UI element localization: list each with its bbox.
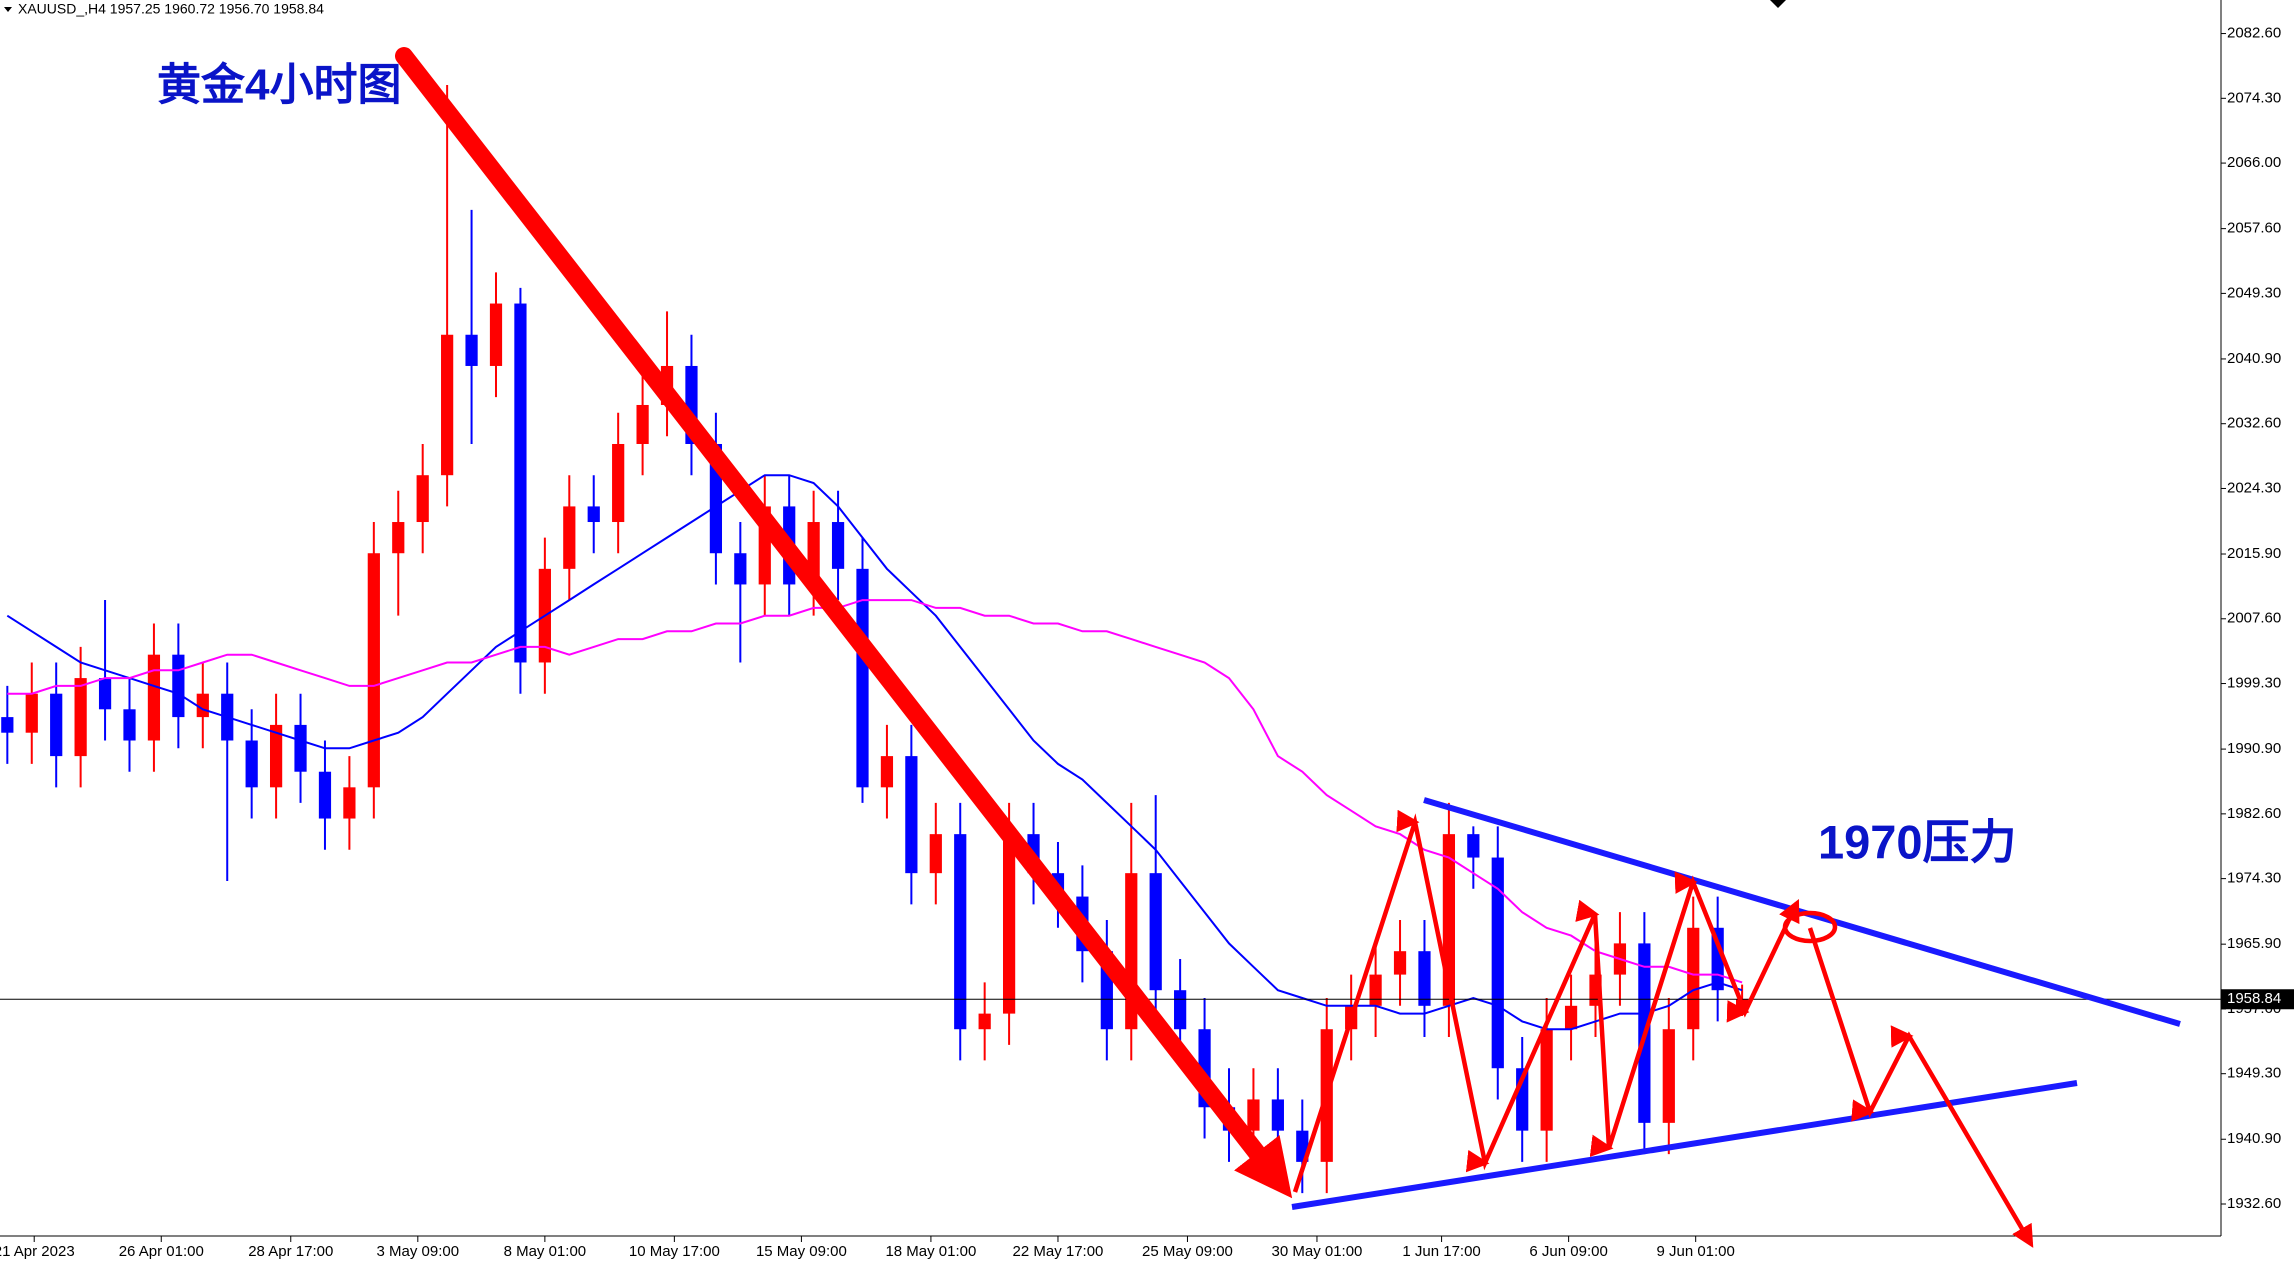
trend-arrow bbox=[395, 47, 1293, 1199]
candle-body bbox=[856, 568, 869, 788]
candle-body bbox=[1247, 1099, 1260, 1131]
y-tick-label: 1999.30 bbox=[2227, 675, 2281, 692]
y-tick-label: 1990.90 bbox=[2227, 740, 2281, 757]
candle-body bbox=[1540, 1029, 1553, 1131]
candle-body bbox=[636, 404, 649, 444]
candle-body bbox=[50, 693, 63, 757]
candle-body bbox=[294, 724, 307, 772]
candle-body bbox=[929, 834, 942, 874]
drawings bbox=[395, 0, 2181, 1248]
candle-body bbox=[1418, 951, 1431, 1006]
candle-body bbox=[245, 740, 258, 788]
candle-body bbox=[587, 506, 600, 523]
candle-body bbox=[880, 756, 894, 788]
y-tick-label: 2024.30 bbox=[2227, 479, 2281, 496]
candle-body bbox=[147, 654, 161, 741]
resistance-circle bbox=[1782, 910, 1838, 944]
candle-body bbox=[489, 303, 503, 366]
x-tick-label: 1 Jun 17:00 bbox=[1402, 1243, 1480, 1260]
header: XAUUSD_,H4 1957.25 1960.72 1956.70 1958.… bbox=[18, 1, 324, 17]
candle-body bbox=[612, 443, 625, 523]
x-tick-label: 10 May 17:00 bbox=[629, 1243, 720, 1260]
candle-body bbox=[1662, 1029, 1675, 1123]
annotation: 黄金4小时图 bbox=[157, 61, 401, 110]
x-tick-label: 21 Apr 2023 bbox=[0, 1243, 75, 1260]
forecast-arrows bbox=[1807, 927, 2034, 1248]
candle-body bbox=[416, 475, 429, 523]
plot-area bbox=[0, 0, 2221, 1236]
candle-body bbox=[392, 522, 405, 554]
candle-body bbox=[343, 787, 356, 819]
x-tick-label: 3 May 09:00 bbox=[377, 1243, 460, 1260]
x-tick-label: 6 Jun 09:00 bbox=[1529, 1243, 1607, 1260]
current-price-box bbox=[2221, 989, 2294, 1010]
y-tick-label: 2015.90 bbox=[2227, 545, 2281, 562]
candle-body bbox=[98, 678, 112, 710]
candle-body bbox=[1002, 834, 1016, 1014]
y-tick-label: 2057.60 bbox=[2227, 220, 2281, 237]
candle-body bbox=[1, 717, 14, 733]
marker bbox=[1770, 0, 1786, 8]
x-tick-label: 22 May 17:00 bbox=[1013, 1243, 1104, 1260]
candle-body bbox=[514, 303, 527, 663]
y-tick-label: 2074.30 bbox=[2227, 89, 2281, 106]
x-tick-label: 28 Apr 17:00 bbox=[248, 1243, 333, 1260]
candle-body bbox=[954, 834, 967, 1030]
current-price-label: 1958.84 bbox=[2227, 990, 2281, 1007]
candle-body bbox=[1174, 990, 1187, 1030]
y-tick-label: 1974.30 bbox=[2227, 870, 2281, 887]
y-tick-label: 1932.60 bbox=[2227, 1195, 2281, 1212]
candle-body bbox=[1271, 1099, 1284, 1131]
x-tick-label: 8 May 01:00 bbox=[504, 1243, 587, 1260]
candle-body bbox=[172, 654, 185, 718]
candle-body bbox=[441, 334, 454, 476]
candle-body bbox=[1687, 927, 1700, 1030]
candle-body bbox=[831, 522, 845, 569]
candle-body bbox=[25, 693, 38, 733]
y-tick-label: 1949.30 bbox=[2227, 1065, 2281, 1082]
x-tick-label: 26 Apr 01:00 bbox=[119, 1243, 204, 1260]
x-tick-label: 18 May 01:00 bbox=[885, 1243, 976, 1260]
candle-body bbox=[1369, 974, 1382, 1006]
x-tick-label: 9 Jun 01:00 bbox=[1656, 1243, 1734, 1260]
y-tick-label: 2066.00 bbox=[2227, 154, 2281, 171]
candle-body bbox=[465, 334, 478, 366]
candle-body bbox=[367, 553, 380, 788]
y-tick-label: 2049.30 bbox=[2227, 284, 2281, 301]
y-tick-label: 2007.60 bbox=[2227, 610, 2281, 627]
y-tick-label: 1965.90 bbox=[2227, 935, 2281, 952]
candle-body bbox=[123, 709, 136, 741]
candle-body bbox=[905, 756, 918, 874]
candle-body bbox=[734, 553, 747, 585]
candle-body bbox=[269, 724, 283, 788]
header-icon bbox=[4, 7, 12, 12]
y-tick-label: 2040.90 bbox=[2227, 350, 2281, 367]
y-tick-label: 1982.60 bbox=[2227, 805, 2281, 822]
candle-body bbox=[1467, 834, 1480, 858]
candle-body bbox=[1564, 1005, 1578, 1030]
y-tick-label: 2032.60 bbox=[2227, 415, 2281, 432]
candle-body bbox=[74, 678, 87, 757]
candle-body bbox=[1393, 951, 1407, 975]
annotation: 1970压力 bbox=[1818, 815, 2017, 868]
x-tick-label: 30 May 01:00 bbox=[1272, 1243, 1363, 1260]
candle-body bbox=[1149, 873, 1162, 991]
candle-body bbox=[318, 771, 332, 819]
x-tick-label: 15 May 09:00 bbox=[756, 1243, 847, 1260]
x-tick-label: 25 May 09:00 bbox=[1142, 1243, 1233, 1260]
candle-body bbox=[978, 1013, 991, 1030]
candle-body bbox=[563, 506, 576, 569]
y-tick-label: 2082.60 bbox=[2227, 25, 2281, 42]
y-tick-label: 1940.90 bbox=[2227, 1130, 2281, 1147]
zigzag-arrows bbox=[1292, 809, 1800, 1193]
